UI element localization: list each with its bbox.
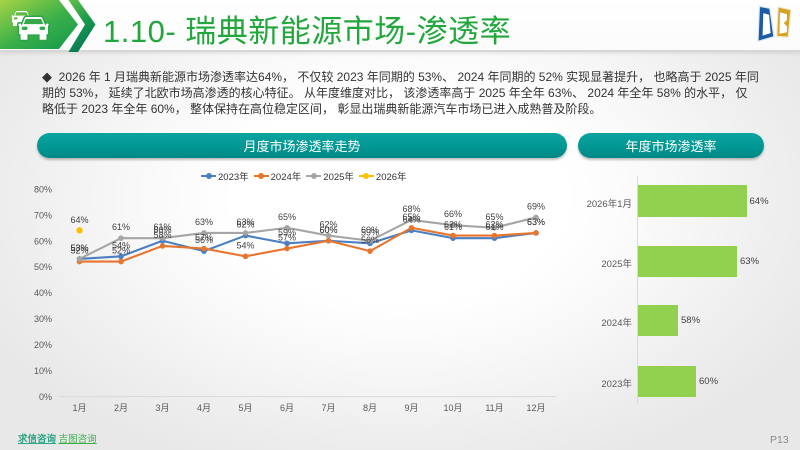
svg-text:56%: 56% <box>195 235 213 245</box>
svg-text:57%: 57% <box>195 233 213 243</box>
svg-text:4月: 4月 <box>197 403 211 413</box>
svg-text:8月: 8月 <box>363 403 377 413</box>
svg-text:54%: 54% <box>112 240 130 250</box>
svg-text:68%: 68% <box>402 204 420 214</box>
svg-text:2月: 2月 <box>114 403 128 413</box>
svg-text:62%: 62% <box>444 220 462 230</box>
svg-text:7月: 7月 <box>321 403 335 413</box>
svg-text:11月: 11月 <box>485 403 503 413</box>
svg-text:10%: 10% <box>34 366 52 376</box>
svg-text:63%: 63% <box>195 217 213 227</box>
svg-text:30%: 30% <box>34 314 52 324</box>
svg-text:60%: 60% <box>153 225 171 235</box>
svg-text:61%: 61% <box>485 222 503 232</box>
svg-text:60%: 60% <box>361 225 379 235</box>
svg-text:60%: 60% <box>34 236 52 246</box>
svg-text:70%: 70% <box>34 210 52 220</box>
svg-text:54%: 54% <box>236 240 254 250</box>
svg-text:57%: 57% <box>278 233 296 243</box>
svg-text:61%: 61% <box>444 222 462 232</box>
svg-text:52%: 52% <box>70 246 88 256</box>
svg-text:62%: 62% <box>236 220 254 230</box>
svg-text:52%: 52% <box>112 246 130 256</box>
svg-text:62%: 62% <box>319 220 337 230</box>
svg-text:64%: 64% <box>402 214 420 224</box>
svg-text:65%: 65% <box>278 212 296 222</box>
svg-text:65%: 65% <box>485 212 503 222</box>
svg-text:9月: 9月 <box>404 403 418 413</box>
svg-text:63%: 63% <box>527 217 545 227</box>
svg-text:40%: 40% <box>34 288 52 298</box>
svg-text:10月: 10月 <box>443 403 462 413</box>
svg-text:69%: 69% <box>527 201 545 211</box>
svg-text:56%: 56% <box>361 235 379 245</box>
svg-text:12月: 12月 <box>526 403 545 413</box>
svg-text:66%: 66% <box>444 209 462 219</box>
svg-text:3月: 3月 <box>155 403 169 413</box>
svg-text:53%: 53% <box>70 243 88 253</box>
svg-text:63%: 63% <box>527 217 545 227</box>
svg-text:59%: 59% <box>361 227 379 237</box>
svg-text:60%: 60% <box>319 225 337 235</box>
svg-text:65%: 65% <box>402 212 420 222</box>
svg-text:62%: 62% <box>485 220 503 230</box>
svg-text:20%: 20% <box>34 340 52 350</box>
svg-text:58%: 58% <box>153 230 171 240</box>
svg-text:61%: 61% <box>153 222 171 232</box>
svg-text:1月: 1月 <box>72 403 86 413</box>
svg-text:63%: 63% <box>236 217 254 227</box>
svg-text:0%: 0% <box>39 392 52 402</box>
svg-text:60%: 60% <box>319 225 337 235</box>
svg-text:80%: 80% <box>34 184 52 194</box>
svg-text:5月: 5月 <box>238 403 252 413</box>
svg-text:61%: 61% <box>112 222 130 232</box>
svg-text:64%: 64% <box>70 215 88 225</box>
svg-text:53%: 53% <box>70 243 88 253</box>
svg-text:50%: 50% <box>34 262 52 272</box>
svg-text:6月: 6月 <box>280 403 294 413</box>
svg-text:59%: 59% <box>278 227 296 237</box>
